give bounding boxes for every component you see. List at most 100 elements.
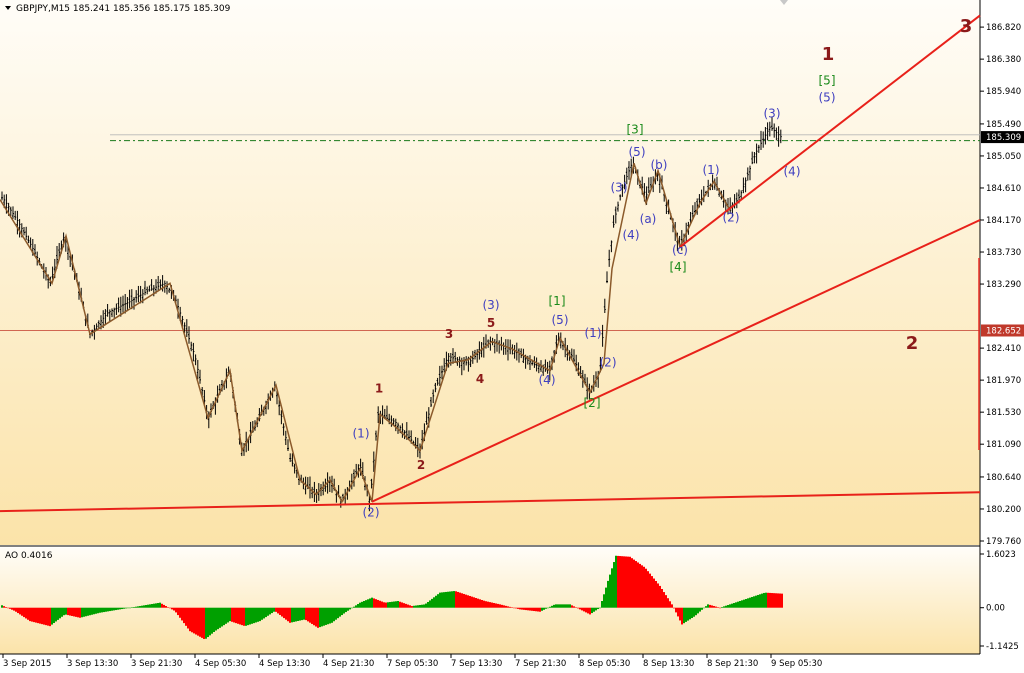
- ao-bar: [493, 603, 495, 608]
- ao-bar: [191, 607, 193, 633]
- ao-bar: [259, 607, 261, 622]
- ao-bar: [547, 607, 549, 609]
- ao-bar: [607, 580, 609, 608]
- ao-bar: [513, 607, 515, 609]
- ao-bar: [313, 607, 315, 626]
- ao-bar: [295, 607, 297, 622]
- ao-bar: [439, 592, 441, 608]
- ao-bar: [333, 607, 335, 622]
- ao-bar: [727, 605, 729, 608]
- ao-bar: [709, 604, 711, 608]
- level-price-box: [981, 324, 1024, 337]
- ao-bar: [321, 607, 323, 627]
- ao-bar: [251, 607, 253, 624]
- ao-bar: [115, 607, 117, 611]
- ao-bar: [545, 607, 547, 609]
- x-tick-label: 8 Sep 05:30: [579, 659, 630, 669]
- ao-bar: [645, 568, 647, 608]
- ao-bar: [595, 607, 597, 611]
- ao-bar: [621, 556, 623, 608]
- wave-label: (2): [723, 210, 740, 224]
- right-scale-marker: [978, 258, 980, 450]
- wave-label: (2): [600, 355, 617, 369]
- ao-bar: [671, 604, 673, 608]
- ao-bar: [87, 607, 89, 616]
- ao-bar: [373, 598, 375, 608]
- ao-bar: [717, 607, 719, 608]
- ao-bar: [601, 601, 603, 608]
- ao-bar: [177, 607, 179, 616]
- ao-bar: [55, 607, 57, 622]
- ao-bar: [305, 607, 307, 621]
- ao-bar: [119, 607, 121, 610]
- ao-bar: [301, 607, 303, 621]
- wave-label: [1]: [549, 294, 566, 308]
- ao-bar: [497, 603, 499, 608]
- ao-bar: [457, 591, 459, 608]
- ao-bar: [737, 601, 739, 608]
- ao-bar: [271, 607, 273, 614]
- ao-bar: [521, 607, 523, 610]
- ao-bar: [27, 607, 29, 620]
- ao-bar: [527, 607, 529, 611]
- ao-bar: [289, 607, 291, 623]
- ao-bar: [173, 607, 175, 611]
- ao-bar: [533, 607, 535, 612]
- ao-bar: [641, 565, 643, 608]
- x-tick-label: 7 Sep 13:30: [451, 659, 502, 669]
- ao-bar: [319, 607, 321, 628]
- ao-bar: [23, 607, 25, 618]
- x-tick-label: 4 Sep 13:30: [259, 659, 310, 669]
- ao-bar: [731, 603, 733, 608]
- ao-bar: [649, 573, 651, 608]
- y-tick-label: 183.290: [986, 280, 1021, 290]
- x-tick-label: 8 Sep 21:30: [707, 659, 758, 669]
- ao-bar: [507, 606, 509, 608]
- symbol-label: GBPJPY,M15 185.241 185.356 185.175 185.3…: [16, 4, 231, 14]
- ao-bar: [9, 607, 11, 609]
- ao-bar: [365, 600, 367, 608]
- trend-line[interactable]: [0, 491, 981, 513]
- ao-bar: [591, 607, 593, 614]
- trend-line[interactable]: [371, 219, 981, 503]
- ao-bar: [189, 607, 191, 632]
- ao-bar: [51, 607, 53, 625]
- ao-bar: [421, 604, 423, 608]
- ao-bar: [79, 607, 81, 618]
- ao-bar: [285, 607, 287, 620]
- scroll-marker-icon[interactable]: [780, 0, 788, 5]
- wave-label: (4): [784, 165, 801, 179]
- ao-bar: [683, 607, 685, 624]
- wave-label: (1): [585, 326, 602, 340]
- ao-bar: [331, 607, 333, 623]
- ao-bar: [117, 607, 119, 610]
- ao-bar: [531, 607, 533, 611]
- ao-bar: [257, 607, 259, 622]
- ao-bar: [133, 607, 135, 608]
- ao-bar: [463, 593, 465, 608]
- ao-bar: [549, 606, 551, 608]
- ao-bar: [39, 607, 41, 624]
- ao-bar: [685, 607, 687, 622]
- ao-bar: [729, 604, 731, 608]
- x-tick-label: 3 Sep 21:30: [131, 659, 182, 669]
- trend-line[interactable]: [679, 14, 981, 248]
- ao-bar: [81, 607, 83, 618]
- ao-bar: [775, 593, 777, 608]
- ao-bar: [425, 603, 427, 608]
- ao-bar: [611, 568, 613, 608]
- ao-bar: [227, 607, 229, 623]
- ao-bar: [559, 604, 561, 608]
- wave-label: [2]: [584, 396, 601, 410]
- ao-bar: [599, 607, 601, 609]
- ao-bar: [297, 607, 299, 622]
- ao-bar: [483, 600, 485, 608]
- collapse-arrow-icon[interactable]: [5, 6, 11, 10]
- ao-bar: [375, 599, 377, 608]
- ao-bar: [127, 607, 129, 609]
- ao-bar: [263, 607, 265, 619]
- ao-bar: [589, 607, 591, 615]
- ao-bar: [1, 605, 3, 608]
